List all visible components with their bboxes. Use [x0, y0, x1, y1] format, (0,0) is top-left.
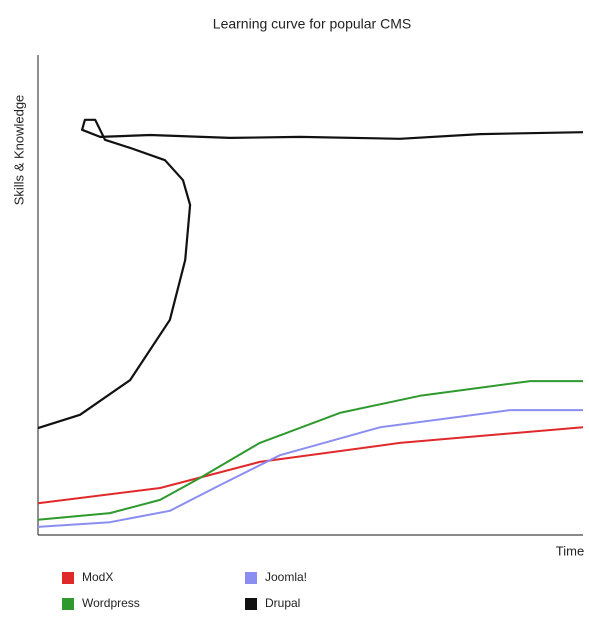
legend-label: Joomla! [265, 570, 307, 584]
legend-swatch [245, 572, 257, 584]
line [37, 426, 584, 505]
line [37, 118, 584, 430]
legend-label: ModX [82, 570, 113, 584]
line [37, 409, 583, 528]
legend-swatch [62, 572, 74, 584]
legend-label: Wordpress [82, 596, 140, 610]
legend-swatch [245, 598, 257, 610]
legend-label: Drupal [265, 596, 300, 610]
legend-swatch [62, 598, 74, 610]
x-axis-label: Time [556, 543, 584, 558]
y-axis-label: Skills & Knowledge [11, 95, 26, 206]
line [37, 380, 583, 521]
chart-title: Learning curve for popular CMS [213, 16, 411, 32]
